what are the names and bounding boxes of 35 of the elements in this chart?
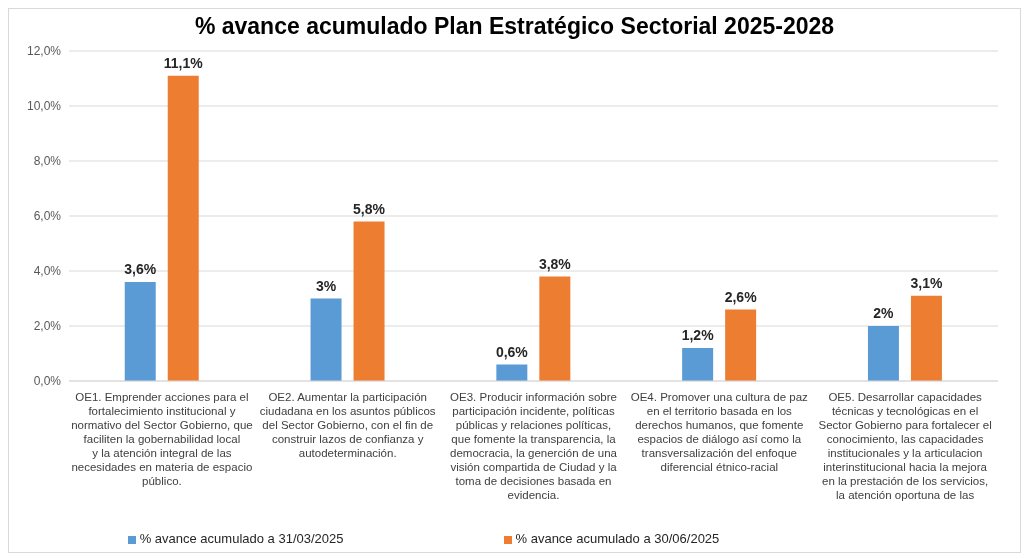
bar	[124, 282, 156, 381]
bar	[867, 326, 899, 381]
bar	[682, 348, 714, 381]
x-tick-label: OE2. Aumentar la participación ciudadana en los asuntos públicos del Sector Gobierno, con el fin de construir lazos de confianza y autodeterminación.	[259, 391, 436, 459]
data-label: 5,8%	[353, 200, 386, 217]
y-tick-label: 4,0%	[33, 264, 62, 279]
chart-title: % avance acumulado Plan Estratégico Sectorial 2025-2028	[193, 12, 836, 41]
bar	[310, 298, 342, 381]
bar	[910, 295, 942, 381]
y-tick-label: 2,0%	[33, 319, 62, 334]
data-label: 1,2%	[681, 327, 715, 343]
data-label: 3%	[315, 277, 337, 294]
x-tick-label: OE3. Producir información sobre participación incidente, políticas públicas y relaciones políticas, que fomente la transparencia, la democracia, la generción de una visión compartida de Ciudad y la toma de decisiones basada en evidencia.	[450, 391, 618, 501]
bar	[167, 75, 199, 381]
y-tick-label: 10,0%	[26, 99, 62, 114]
x-tick-label: OE5. Desarrollar capacidades técnicas y tecnológicas en el Sector Gobierno para fortalecer el conocimiento, las capacidades institucionales y la articulacion interinstitucional hacia la mejora en la prestación de los servicios, la atención oportuna de las	[818, 391, 992, 501]
bar	[353, 221, 385, 381]
data-label: 3,6%	[124, 261, 157, 277]
bar	[496, 364, 528, 381]
y-tick-label: 6,0%	[33, 209, 62, 224]
data-label: 2%	[873, 305, 895, 321]
y-tick-label: 0,0%	[33, 374, 62, 389]
y-tick-label: 12,0%	[26, 44, 62, 59]
x-tick-label: OE1. Emprender acciones para el fortalecimiento institucional y normativo del Sector Gobierno, que faciliten la gobernabilidad local y la atención integral de las necesidades en materia de espacio público.	[71, 391, 253, 487]
x-tick-label: OE4. Promover una cultura de paz en el territorio basada en los derechos humanos, que fomente espacios de diálogo así como la transversalización del enfoque diferencial étnico-racial	[630, 391, 809, 473]
legend-label: % avance acumulado a 31/03/2025	[139, 531, 344, 546]
y-tick-label: 8,0%	[33, 154, 62, 169]
data-label: 2,6%	[724, 288, 758, 305]
legend-label: % avance acumulado a 30/06/2025	[515, 531, 720, 546]
bar	[539, 276, 571, 381]
data-label: 0,6%	[495, 343, 529, 360]
data-label: 11,1%	[163, 54, 204, 71]
data-label: 3,8%	[538, 255, 572, 272]
bar	[725, 309, 757, 381]
data-label: 3,1%	[910, 274, 943, 291]
